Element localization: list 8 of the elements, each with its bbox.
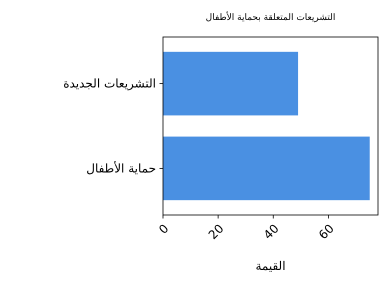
x-tick-label: 0: [156, 221, 172, 237]
x-axis-title: القيمة: [255, 259, 286, 273]
x-tick-label: 20: [206, 221, 226, 242]
y-tick-label: حماية الأطفال: [86, 160, 156, 176]
x-tick-label: 40: [260, 221, 282, 242]
chart-title: التشريعات المتعلقة بحماية الأطفال: [206, 11, 336, 23]
y-tick-label: التشريعات الجديدة: [63, 76, 156, 91]
x-tick-label: 60: [316, 221, 337, 242]
